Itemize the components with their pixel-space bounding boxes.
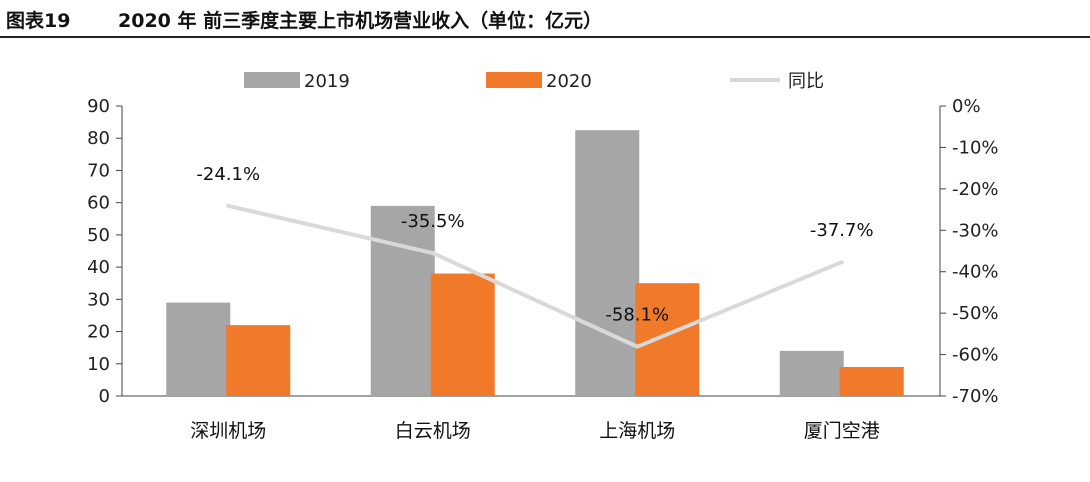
right-tick-label: -50% — [952, 303, 999, 324]
bar-2019-2 — [575, 130, 640, 396]
figure-header: 图表19 2020 年 前三季度主要上市机场营业收入（单位：亿元） — [0, 0, 1090, 38]
left-tick-label: 60 — [87, 193, 110, 214]
chart-axes: 0 10 20 30 40 50 60 70 80 90 0% -10% -20% -30% -40% -50… — [87, 96, 998, 407]
category-labels: 深圳机场 白云机场 上海机场 厦门空港 — [190, 420, 880, 442]
yoy-data-label: -35.5% — [401, 211, 465, 232]
figure-label: 图表19 — [6, 10, 71, 32]
bar-2020-1 — [430, 273, 495, 396]
left-tick-label: 10 — [87, 354, 110, 375]
legend-label-2020: 2020 — [546, 71, 592, 92]
legend-swatch-2020 — [486, 72, 542, 88]
category-label: 厦门空港 — [804, 420, 880, 442]
right-tick-label: 0% — [952, 96, 981, 117]
right-tick-label: -60% — [952, 345, 999, 366]
bar-2019-3 — [779, 350, 844, 396]
bar-series — [166, 130, 904, 396]
yoy-data-label: -37.7% — [810, 220, 874, 241]
right-tick-label: -20% — [952, 179, 999, 200]
yoy-data-label: -58.1% — [605, 305, 669, 326]
right-tick-label: -70% — [952, 386, 999, 407]
legend-label-2019: 2019 — [304, 71, 350, 92]
legend-swatch-2019 — [244, 72, 300, 88]
left-tick-label: 80 — [87, 128, 110, 149]
yoy-data-label: -24.1% — [196, 164, 260, 185]
title-underline — [0, 36, 1090, 38]
left-tick-label: 40 — [87, 257, 110, 278]
category-label: 上海机场 — [599, 420, 675, 442]
bar-2019-0 — [166, 302, 231, 396]
bar-2019-1 — [370, 205, 435, 396]
chart-legend: 2019 2020 同比 — [244, 71, 824, 92]
bar-2020-2 — [635, 283, 700, 396]
left-tick-label: 30 — [87, 289, 110, 310]
bar-2020-3 — [839, 367, 904, 396]
right-tick-label: -30% — [952, 220, 999, 241]
category-label: 深圳机场 — [190, 420, 266, 442]
left-tick-label: 0 — [99, 386, 110, 407]
category-label: 白云机场 — [395, 420, 471, 442]
legend-label-同比: 同比 — [788, 71, 824, 92]
right-tick-label: -10% — [952, 137, 999, 158]
left-tick-label: 90 — [87, 96, 110, 117]
yoy-line-series: -24.1% -35.5% -58.1% -37.7% — [196, 164, 874, 349]
left-tick-label: 70 — [87, 160, 110, 181]
right-tick-label: -40% — [952, 262, 999, 283]
yoy-line — [226, 203, 844, 349]
chart-title: 2020 年 前三季度主要上市机场营业收入（单位：亿元） — [118, 10, 603, 32]
left-tick-label: 20 — [87, 322, 110, 343]
left-tick-label: 50 — [87, 225, 110, 246]
bar-2020-0 — [226, 325, 291, 396]
